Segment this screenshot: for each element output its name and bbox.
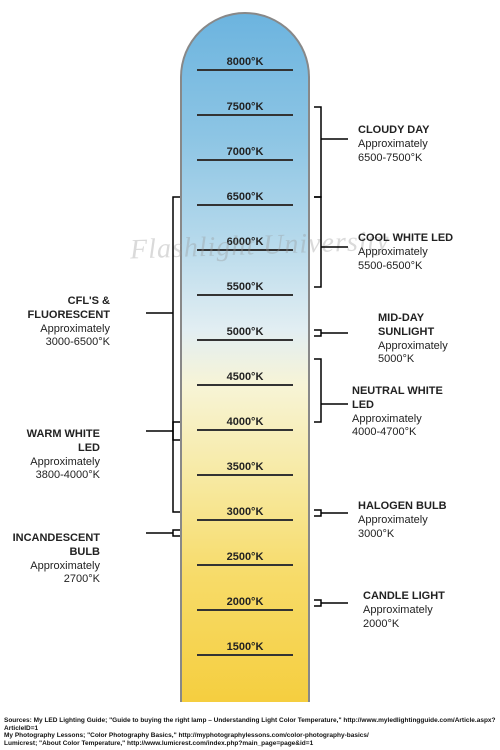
annotation-title: HALOGEN BULB: [358, 500, 447, 514]
temperature-tick: 7000°K: [197, 159, 293, 162]
annotation-title: MID-DAYSUNLIGHT: [378, 312, 448, 340]
color-temperature-column: 8000°K 7500°K 7000°K 6500°K 6000°K 5500°K 5000…: [180, 12, 310, 702]
annotation-subtitle: Approximately6500-7500°K: [358, 138, 430, 166]
annotation-subtitle: Approximately4000-4700°K: [352, 413, 443, 441]
annotation-midday: MID-DAYSUNLIGHTApproximately5000°K: [378, 312, 448, 367]
temperature-tick: 4000°K: [197, 429, 293, 432]
annotation-subtitle: Approximately5500-6500°K: [358, 246, 453, 274]
temperature-tick: 6500°K: [197, 204, 293, 207]
annotation-warmled: WARM WHITELEDApproximately3800-4000°K: [27, 428, 100, 483]
annotation-subtitle: Approximately3000°K: [358, 514, 447, 542]
bracket-candle: [314, 598, 348, 608]
bracket-coolled: [314, 195, 348, 289]
bracket-neutled: [314, 357, 348, 424]
temperature-tick: 2000°K: [197, 609, 293, 612]
annotation-title: CLOUDY DAY: [358, 124, 430, 138]
temperature-tick: 8000°K: [197, 69, 293, 72]
temperature-tick: 7500°K: [197, 114, 293, 117]
annotation-title: CANDLE LIGHT: [363, 590, 445, 604]
annotation-subtitle: Approximately2700°K: [13, 560, 100, 588]
sources-footer: Sources: My LED Lighting Guide; "Guide t…: [4, 717, 496, 748]
annotation-subtitle: Approximately2000°K: [363, 604, 445, 632]
temperature-tick: 4500°K: [197, 384, 293, 387]
annotation-incand: INCANDESCENTBULBApproximately2700°K: [13, 532, 100, 587]
annotation-coolled: COOL WHITE LEDApproximately5500-6500°K: [358, 232, 453, 273]
temperature-tick: 3500°K: [197, 474, 293, 477]
annotation-cfl: CFL'S &FLUORESCENTApproximately3000-6500…: [28, 295, 111, 350]
annotation-halogen: HALOGEN BULBApproximately3000°K: [358, 500, 447, 541]
bracket-cfl: [146, 195, 180, 514]
annotation-title: INCANDESCENTBULB: [13, 532, 100, 560]
temperature-tick: 6000°K: [197, 249, 293, 252]
annotation-subtitle: Approximately5000°K: [378, 340, 448, 368]
temperature-tick: 2500°K: [197, 564, 293, 567]
annotation-title: NEUTRAL WHITELED: [352, 385, 443, 413]
bracket-halogen: [314, 508, 348, 518]
annotation-title: COOL WHITE LED: [358, 232, 453, 246]
annotation-neutled: NEUTRAL WHITELEDApproximately4000-4700°K: [352, 385, 443, 440]
temperature-tick: 1500°K: [197, 654, 293, 657]
temperature-tick: 3000°K: [197, 519, 293, 522]
annotation-subtitle: Approximately3000-6500°K: [28, 323, 111, 351]
bracket-cloudy: [314, 105, 348, 199]
annotation-title: WARM WHITELED: [27, 428, 100, 456]
annotation-cloudy: CLOUDY DAYApproximately6500-7500°K: [358, 124, 430, 165]
bracket-warmled: [146, 420, 180, 442]
bracket-midday: [314, 328, 348, 338]
annotation-title: CFL'S &FLUORESCENT: [28, 295, 111, 323]
annotation-subtitle: Approximately3800-4000°K: [27, 456, 100, 484]
temperature-tick: 5000°K: [197, 339, 293, 342]
bracket-incand: [146, 528, 180, 538]
temperature-tick: 5500°K: [197, 294, 293, 297]
annotation-candle: CANDLE LIGHTApproximately2000°K: [363, 590, 445, 631]
